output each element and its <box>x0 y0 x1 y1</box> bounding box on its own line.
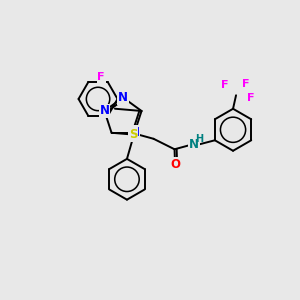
Text: F: F <box>247 93 255 103</box>
Text: N: N <box>100 104 110 118</box>
Text: N: N <box>118 91 128 104</box>
Text: N: N <box>189 138 199 151</box>
Text: S: S <box>129 128 137 141</box>
Text: H: H <box>195 134 203 144</box>
Text: F: F <box>221 80 228 90</box>
Text: F: F <box>98 72 105 82</box>
Text: F: F <box>242 79 249 89</box>
Text: O: O <box>170 158 180 171</box>
Text: N: N <box>130 126 140 139</box>
